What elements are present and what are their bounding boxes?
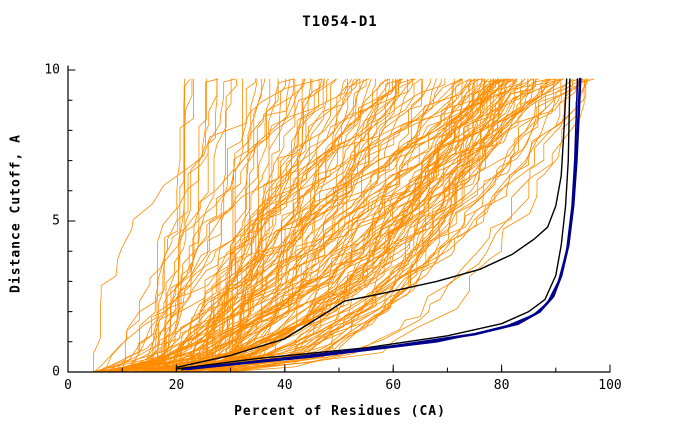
y-axis-label: Distance Cutoff, A — [8, 134, 24, 293]
x-axis-label: Percent of Residues (CA) — [234, 404, 446, 419]
chart-title: T1054-D1 — [302, 14, 378, 30]
